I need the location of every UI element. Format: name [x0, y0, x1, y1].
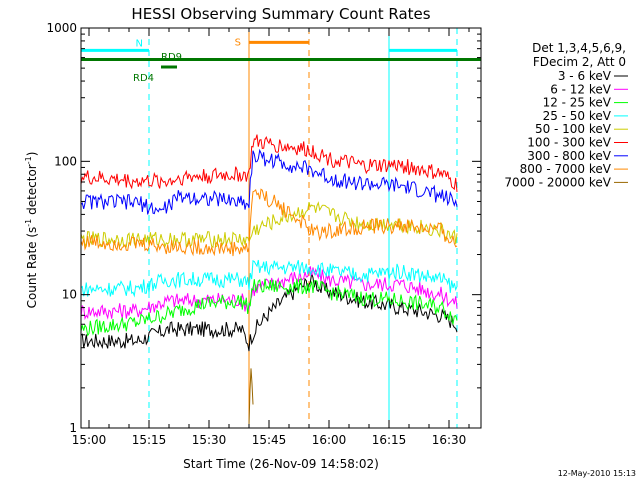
legend-label-2: 12 - 25 keV: [543, 96, 612, 110]
x-tick-label-0: 15:00: [72, 433, 107, 447]
legend-label-4: 50 - 100 keV: [535, 122, 612, 136]
x-tick-label-5: 16:15: [372, 433, 407, 447]
y-tick-label-1: 10: [62, 288, 77, 302]
legend-label-8: 7000 - 20000 keV: [504, 175, 611, 189]
y-axis-label-sup-1: -1: [24, 219, 33, 227]
series-lines: [80, 134, 458, 426]
series-line-6: [80, 148, 458, 215]
y-axis-label: Count Rate (s-1 detector-1): [24, 152, 39, 309]
legend-label-5: 100 - 300 keV: [527, 136, 611, 150]
x-axis: 15:00 15:15 15:30 15:45 16:00 16:15 16:30: [72, 28, 470, 447]
flag-label-rd9: RD9: [161, 52, 182, 63]
y-tick-label-3: 1000: [46, 21, 77, 35]
y-axis-label-part-1: Count Rate (s: [25, 227, 39, 309]
chart-title: HESSI Observing Summary Count Rates: [131, 5, 430, 23]
series-line-5: [80, 134, 458, 192]
flag-label-s: S: [235, 37, 241, 48]
legend-label-7: 800 - 7000 keV: [520, 162, 612, 176]
y-axis: 1 10 100 1000: [46, 21, 481, 435]
y-tick-label-2: 100: [54, 154, 77, 168]
x-tick-label-3: 15:45: [252, 433, 287, 447]
series-line-1: [80, 266, 458, 321]
plot-frame: [80, 27, 482, 429]
legend-label-0: 3 - 6 keV: [558, 69, 612, 83]
series-line-8: [248, 368, 254, 426]
flag-label-rd4: RD4: [133, 73, 154, 84]
flag-label-n: N: [136, 38, 143, 49]
series-line-3: [80, 259, 458, 298]
flag-lines: N S RD9 RD4: [81, 37, 481, 84]
series-line-4: [80, 201, 458, 249]
y-tick-label-0: 1: [69, 421, 77, 435]
footer-timestamp: 12-May-2010 15:13: [558, 469, 636, 478]
legend-header-line-2: FDecim 2, Att 0: [533, 55, 626, 69]
legend-label-6: 300 - 800 keV: [527, 149, 611, 163]
y-axis-label-sup-2: -1: [24, 156, 33, 164]
y-axis-label-part-3: ): [25, 152, 39, 157]
y-axis-label-part-2: detector: [25, 164, 39, 219]
series-line-0: [80, 273, 458, 352]
legend-label-3: 25 - 50 keV: [543, 109, 612, 123]
x-tick-label-4: 16:00: [312, 433, 347, 447]
x-tick-label-2: 15:30: [192, 433, 227, 447]
x-tick-label-6: 16:30: [432, 433, 467, 447]
legend: Det 1,3,4,5,6,9, FDecim 2, Att 0 3 - 6 k…: [504, 41, 628, 189]
series-line-7: [80, 188, 458, 257]
series-line-2: [80, 278, 458, 337]
legend-header-line-1: Det 1,3,4,5,6,9,: [532, 41, 626, 55]
legend-label-1: 6 - 12 keV: [550, 82, 612, 96]
x-axis-label: Start Time (26-Nov-09 14:58:02): [183, 457, 379, 471]
x-tick-label-1: 15:15: [132, 433, 167, 447]
